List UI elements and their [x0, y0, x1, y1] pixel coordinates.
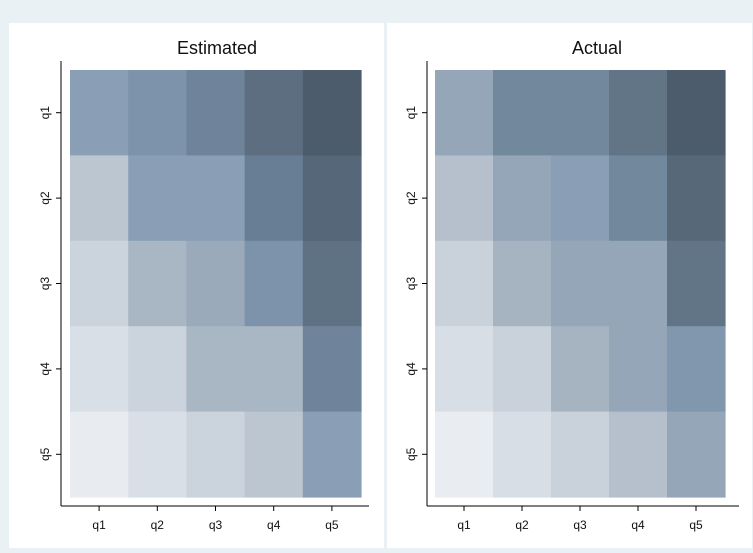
- estimated-cell-q1-q1: [70, 70, 129, 156]
- actual-cell-q5-q2: [493, 411, 552, 498]
- actual-cell-q5-q3: [551, 411, 610, 498]
- actual-cell-q1-q3: [551, 70, 610, 156]
- actual-title: Actual: [572, 38, 622, 58]
- actual-cell-q2-q3: [551, 155, 610, 242]
- estimated-x-tick-label: q2: [151, 518, 165, 532]
- actual-cell-q4-q5: [667, 326, 726, 413]
- actual-heatmap: Actual q1 q2 q3 q4 q5 q1 q2 q3 q4 q5: [404, 38, 739, 532]
- estimated-y-tick-label: q3: [38, 277, 52, 291]
- actual-x-tick-label: q4: [631, 518, 645, 532]
- estimated-cell-q5-q4: [244, 411, 304, 498]
- estimated-cell-q1-q3: [186, 70, 246, 156]
- estimated-cell-q2-q2: [128, 155, 187, 242]
- estimated-cell-q1-q4: [244, 70, 304, 156]
- actual-cell-q4-q3: [551, 326, 610, 413]
- estimated-cell-q3-q2: [128, 240, 187, 327]
- actual-y-tick-label: q3: [404, 277, 418, 291]
- estimated-cell-q5-q2: [128, 411, 187, 498]
- actual-y-tick-label: q5: [404, 447, 418, 461]
- actual-y-tick-label: q1: [404, 106, 418, 120]
- actual-cell-q4-q1: [435, 326, 494, 413]
- estimated-y-tick-label: q2: [38, 191, 52, 205]
- estimated-y-tick-label: q1: [38, 106, 52, 120]
- actual-x-tick-label: q3: [573, 518, 587, 532]
- estimated-cell-q5-q3: [186, 411, 246, 498]
- estimated-cell-q3-q1: [70, 240, 129, 327]
- actual-cell-q2-q4: [609, 155, 668, 242]
- actual-cell-q1-q5: [667, 70, 726, 156]
- estimated-cell-q2-q1: [70, 155, 129, 242]
- estimated-cell-q4-q4: [244, 326, 304, 413]
- actual-cell-q3-q3: [551, 240, 610, 327]
- actual-x-tick-label: q5: [689, 518, 703, 532]
- estimated-x-tick-label: q5: [325, 518, 339, 532]
- actual-cell-q2-q2: [493, 155, 552, 242]
- estimated-cell-q2-q5: [302, 155, 362, 242]
- estimated-cell-q4-q2: [128, 326, 187, 413]
- actual-y-tick-label: q2: [404, 191, 418, 205]
- actual-cell-q3-q1: [435, 240, 494, 327]
- actual-cell-q3-q5: [667, 240, 726, 327]
- estimated-heatmap: Estimated q1 q2 q3 q4 q5 q1 q2 q3 q4 q5: [38, 38, 369, 532]
- estimated-cell-q1-q5: [302, 70, 362, 156]
- actual-cell-q1-q4: [609, 70, 668, 156]
- actual-cell-q3-q4: [609, 240, 668, 327]
- actual-cell-q1-q1: [435, 70, 494, 156]
- actual-x-tick-label: q2: [515, 518, 529, 532]
- estimated-cell-q4-q1: [70, 326, 129, 413]
- actual-cell-q1-q2: [493, 70, 552, 156]
- estimated-cell-q2-q4: [244, 155, 304, 242]
- estimated-panel: Estimated q1 q2 q3 q4 q5 q1 q2 q3 q4 q5: [9, 23, 384, 548]
- estimated-cell-q5-q1: [70, 411, 129, 498]
- estimated-cell-q1-q2: [128, 70, 187, 156]
- estimated-cell-q4-q5: [302, 326, 362, 413]
- estimated-y-tick-label: q4: [38, 362, 52, 376]
- actual-cell-q2-q5: [667, 155, 726, 242]
- estimated-cell-q5-q5: [302, 411, 362, 498]
- estimated-cell-q2-q3: [186, 155, 246, 242]
- estimated-x-tick-label: q1: [92, 518, 106, 532]
- estimated-cell-q3-q4: [244, 240, 304, 327]
- actual-cell-q5-q5: [667, 411, 726, 498]
- estimated-title: Estimated: [177, 38, 257, 58]
- estimated-cell-q3-q3: [186, 240, 246, 327]
- estimated-cell-q4-q3: [186, 326, 246, 413]
- actual-cell-q4-q2: [493, 326, 552, 413]
- actual-cell-q5-q4: [609, 411, 668, 498]
- actual-cell-q4-q4: [609, 326, 668, 413]
- estimated-x-tick-label: q3: [209, 518, 223, 532]
- estimated-cell-q3-q5: [302, 240, 362, 327]
- actual-cell-q3-q2: [493, 240, 552, 327]
- actual-panel: Actual q1 q2 q3 q4 q5 q1 q2 q3 q4 q5: [387, 23, 752, 548]
- actual-y-tick-label: q4: [404, 362, 418, 376]
- actual-cell-q2-q1: [435, 155, 494, 242]
- estimated-x-tick-label: q4: [267, 518, 281, 532]
- actual-x-tick-label: q1: [457, 518, 471, 532]
- actual-cell-q5-q1: [435, 411, 494, 498]
- estimated-y-tick-label: q5: [38, 447, 52, 461]
